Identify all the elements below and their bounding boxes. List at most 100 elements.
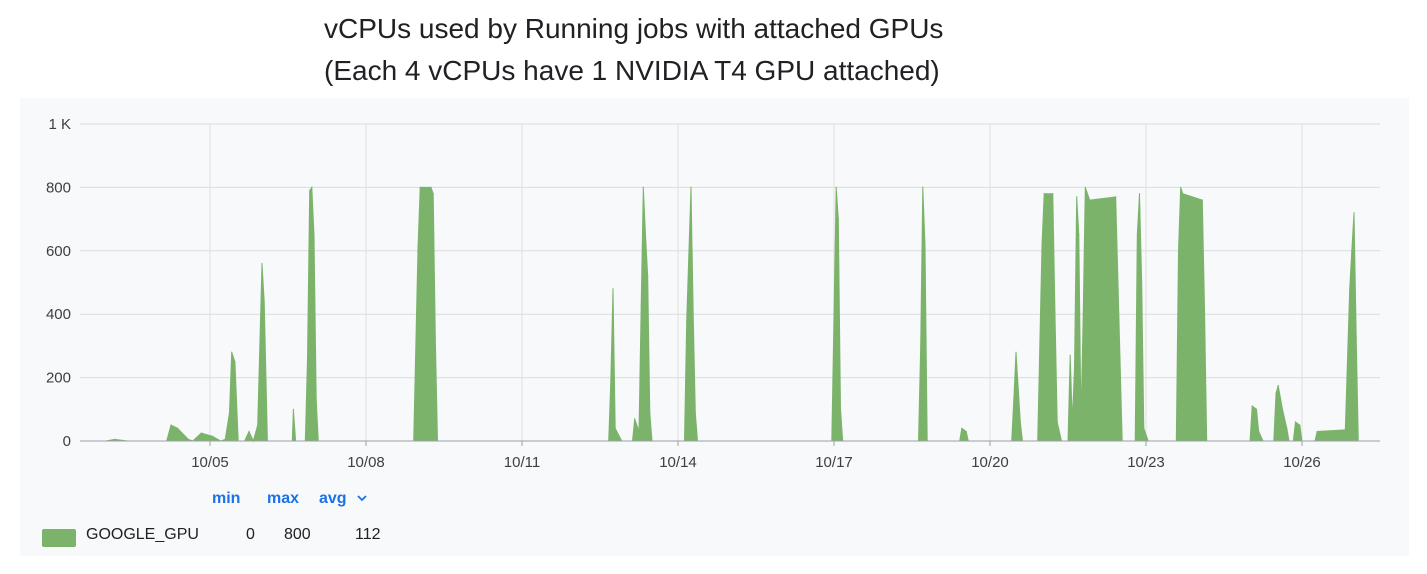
data-point — [1275, 392, 1277, 394]
data-point — [432, 193, 434, 195]
data-point — [839, 408, 842, 410]
data-point — [1056, 421, 1058, 423]
data-point — [924, 243, 926, 246]
data-point — [200, 432, 202, 434]
data-point — [1013, 399, 1015, 401]
data-point — [313, 234, 315, 236]
data-point — [642, 186, 644, 188]
data-point — [311, 186, 313, 188]
data-point — [1119, 358, 1121, 360]
x-tick-label: 10/08 — [347, 454, 385, 471]
data-point — [694, 411, 696, 414]
data-point — [1255, 408, 1258, 410]
data-point — [833, 313, 835, 315]
data-point — [261, 262, 263, 265]
y-tick-label: 0 — [63, 433, 71, 450]
data-point — [1355, 335, 1357, 337]
data-point — [1143, 427, 1145, 429]
data-point — [1281, 408, 1284, 410]
data-point — [1076, 196, 1078, 198]
data-point — [610, 380, 612, 382]
data-point — [1071, 421, 1073, 423]
x-tick-label: 10/14 — [659, 454, 697, 471]
data-point — [114, 438, 116, 440]
data-point — [614, 427, 616, 429]
data-point — [1349, 288, 1351, 290]
data-point — [1182, 193, 1184, 195]
data-point — [690, 186, 692, 188]
data-point — [1041, 243, 1043, 246]
data-point — [638, 430, 640, 433]
y-tick-label: 600 — [46, 243, 71, 260]
chart-subtitle: (Each 4 vCPUs have 1 NVIDIA T4 GPU attac… — [324, 55, 940, 86]
legend-header-min[interactable]: min — [212, 490, 241, 507]
data-point — [257, 424, 259, 426]
legend-series-name[interactable]: GOOGLE_GPU — [86, 526, 199, 543]
x-tick-label: 10/23 — [1127, 454, 1165, 471]
data-point — [430, 186, 432, 188]
data-point — [224, 438, 226, 440]
data-point — [1277, 384, 1279, 387]
data-point — [1351, 250, 1353, 252]
sort-chevron-down-icon[interactable] — [357, 493, 367, 503]
data-point — [1203, 307, 1206, 309]
data-point — [1344, 429, 1346, 431]
data-point — [1316, 430, 1318, 433]
data-point — [1052, 193, 1054, 195]
chart-title: vCPUs used by Running jobs with attached… — [324, 13, 944, 44]
data-point — [1078, 234, 1080, 236]
x-tick-label: 10/20 — [971, 454, 1009, 471]
data-point — [1180, 186, 1182, 188]
data-point — [692, 313, 694, 315]
y-tick-label: 200 — [46, 370, 71, 387]
x-tick-label: 10/11 — [504, 454, 540, 471]
data-point — [1353, 212, 1355, 214]
data-point — [306, 358, 309, 360]
data-point — [920, 345, 922, 347]
data-point — [922, 186, 924, 188]
legend-avg-value: 112 — [355, 526, 381, 543]
y-tick-label: 1 K — [48, 116, 71, 133]
data-point — [292, 408, 294, 410]
data-point — [228, 411, 231, 414]
data-point — [837, 218, 839, 220]
data-point — [1084, 186, 1086, 188]
data-point — [1294, 421, 1297, 423]
data-point — [647, 275, 649, 277]
legend-max-value: 800 — [284, 526, 311, 543]
data-point — [1043, 193, 1045, 195]
legend-swatch — [42, 529, 76, 547]
data-point — [1141, 281, 1143, 284]
data-point — [1286, 427, 1288, 429]
data-point — [434, 335, 436, 337]
data-point — [1201, 199, 1203, 201]
data-point — [1019, 421, 1021, 423]
data-point — [187, 438, 189, 440]
y-tick-label: 400 — [46, 306, 71, 323]
data-point — [1299, 424, 1301, 426]
data-point — [961, 427, 963, 429]
data-point — [309, 190, 311, 192]
data-point — [612, 288, 614, 290]
data-point — [1073, 367, 1076, 369]
data-point — [686, 319, 688, 322]
data-point — [1136, 234, 1138, 236]
y-tick-label: 800 — [46, 179, 71, 196]
legend-header-max[interactable]: max — [267, 490, 300, 507]
chart-title-block: vCPUs used by Running jobs with attached… — [324, 8, 943, 92]
data-point — [965, 430, 967, 433]
legend-min-value: 0 — [246, 526, 255, 543]
data-point — [640, 304, 642, 306]
data-point — [419, 186, 421, 188]
data-point — [1138, 193, 1141, 195]
legend-header-avg[interactable]: avg — [319, 490, 347, 507]
data-point — [263, 300, 265, 303]
data-point — [1089, 199, 1091, 201]
data-point — [170, 424, 172, 426]
data-point — [234, 361, 236, 363]
data-point — [231, 351, 233, 353]
data-point — [1177, 250, 1180, 252]
data-point — [1080, 421, 1082, 423]
data-point — [1258, 430, 1260, 433]
